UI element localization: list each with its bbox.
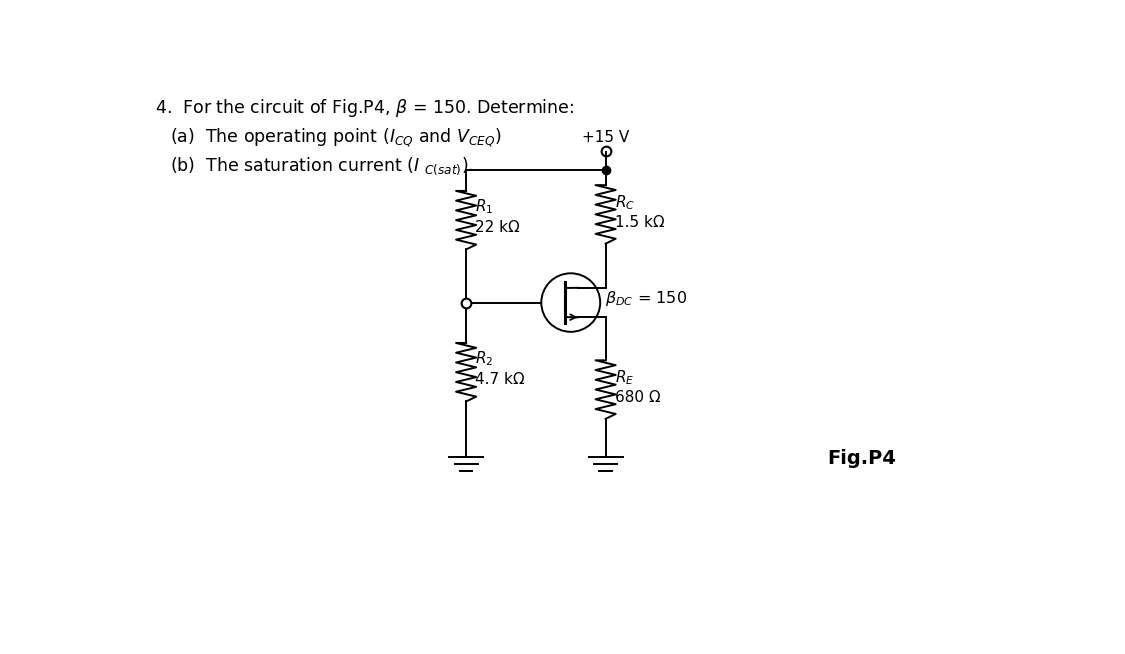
- Text: $R_1$: $R_1$: [476, 197, 494, 216]
- Text: (b)  The saturation current ($I$ $_{C(sat)}$).: (b) The saturation current ($I$ $_{C(sat…: [170, 156, 474, 177]
- Text: 22 kΩ: 22 kΩ: [476, 220, 520, 235]
- Text: +15 V: +15 V: [582, 129, 629, 145]
- Text: 4.  For the circuit of Fig.P4, $\beta$ = 150. Determine:: 4. For the circuit of Fig.P4, $\beta$ = …: [154, 97, 574, 119]
- Text: $R_C$: $R_C$: [615, 194, 634, 212]
- Text: Fig.P4: Fig.P4: [827, 449, 896, 468]
- Text: $\beta_{DC}$ = 150: $\beta_{DC}$ = 150: [605, 289, 687, 308]
- Text: 1.5 kΩ: 1.5 kΩ: [615, 215, 665, 230]
- Text: $R_2$: $R_2$: [476, 349, 494, 368]
- Text: 680 Ω: 680 Ω: [615, 390, 660, 405]
- Text: $R_E$: $R_E$: [615, 369, 634, 387]
- Text: 4.7 kΩ: 4.7 kΩ: [476, 372, 525, 387]
- Text: (a)  The operating point ($I_{CQ}$ and $V_{CEQ}$): (a) The operating point ($I_{CQ}$ and $V…: [170, 126, 502, 149]
